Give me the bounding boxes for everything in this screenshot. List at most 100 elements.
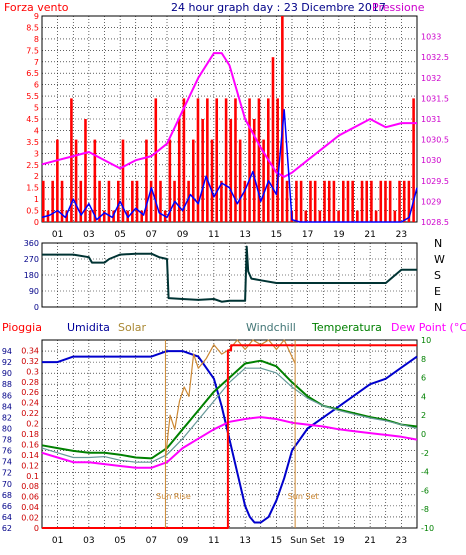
- pressure-line: [41, 52, 417, 178]
- panel-1-x-ticks: 01 03 05 07 09 11 13 15 17 19 21 23: [52, 230, 407, 240]
- pressure-y-tick: 1031.5: [421, 94, 449, 103]
- wind-bar: [379, 180, 383, 222]
- windchill-line: [41, 367, 418, 463]
- humidity-y-tick: 90: [2, 369, 12, 378]
- temperature-y-tick: -4: [421, 468, 429, 477]
- wind-bar: [177, 119, 181, 222]
- temperature-y-tick: -6: [421, 486, 429, 495]
- pressure-y-tick: 1032: [421, 74, 441, 83]
- x-tick-label: 13: [239, 536, 250, 546]
- temperature-y-tick: 6: [421, 374, 426, 383]
- wind-bar: [281, 16, 284, 222]
- pressure-y-tick: 1031: [421, 115, 441, 124]
- wind-bars: [42, 16, 415, 223]
- solar-line: [164, 339, 296, 459]
- wind-pressure-panel: 0 0.5 1 1.5 2 2.5 3 3.5 4 4.5 5 5.5 6 6.5 7 7.5 8 8.5 9 10…: [26, 12, 449, 240]
- rain-y-tick: 0.08: [21, 482, 39, 491]
- wind-bar: [74, 139, 78, 222]
- x-tick-label: 03: [83, 230, 94, 240]
- wind-bar: [154, 98, 158, 222]
- x-tick-label: 15: [271, 230, 282, 240]
- wind-bar: [168, 139, 172, 222]
- humidity-y-ticks: 62 64 66 68 70 72 74 76 78 80 82 84 86 88 90 92 94: [2, 347, 12, 533]
- panel-3-x-ticks: 01 03 05 07 09 11 13 15 Sun Set 19 21 23: [52, 536, 407, 546]
- wind-bar: [309, 180, 312, 222]
- gust-line: [41, 109, 418, 223]
- wind-bar: [332, 180, 336, 222]
- graph-title: 24 hour graph day : 23 Dicembre 2017: [171, 1, 386, 14]
- legend-pioggia: Pioggia: [2, 321, 42, 334]
- wind-bar: [295, 180, 298, 222]
- rain-line: [42, 344, 417, 529]
- wind-bar: [313, 180, 317, 222]
- compass-label: E: [434, 285, 441, 298]
- wind-bar: [210, 139, 214, 222]
- panel-2-grid: [42, 243, 417, 307]
- temperature-y-tick: 10: [421, 336, 431, 345]
- wind-bar: [262, 139, 265, 222]
- pressure-y-tick: 1029: [421, 197, 441, 206]
- wind-y-tick: 1: [34, 195, 39, 204]
- compass-label: W: [434, 253, 445, 266]
- wind-y-tick: 6.5: [26, 69, 39, 78]
- x-tick-label: 05: [114, 536, 125, 546]
- temperature-line: [41, 359, 418, 460]
- x-tick-label: 07: [146, 536, 157, 546]
- temperature-y-tick: -2: [421, 449, 429, 458]
- x-tick-label: 17: [302, 230, 313, 240]
- temperature-y-tick: -10: [421, 524, 434, 533]
- wind-bar: [79, 180, 83, 222]
- rain-y-tick: 0.12: [21, 461, 39, 470]
- wind-bar: [365, 180, 369, 222]
- sun-marker-label: Sun Set: [288, 492, 319, 501]
- humidity-y-tick: 78: [2, 436, 12, 445]
- wind-y-tick: 8.5: [26, 23, 39, 32]
- legend-windchill: Windchill: [246, 321, 296, 334]
- humidity-y-tick: 64: [2, 513, 12, 522]
- wind-y-tick: 4.5: [26, 115, 39, 124]
- compass-label: S: [434, 269, 441, 282]
- wind-bar: [248, 98, 251, 222]
- wind-bar: [229, 119, 233, 222]
- wind-bar: [370, 180, 373, 222]
- wind-bar: [93, 139, 97, 222]
- wind-bar: [182, 98, 186, 222]
- wind-bar: [346, 180, 350, 222]
- humidity-y-tick: 92: [2, 358, 12, 367]
- x-tick-label: 09: [177, 230, 189, 240]
- wind-bar: [402, 180, 406, 222]
- wind-bar: [140, 210, 144, 222]
- wind-y-tick: 1.5: [26, 184, 39, 193]
- x-tick-label: 05: [114, 230, 125, 240]
- wind-bar: [412, 98, 415, 222]
- wind-bar: [374, 210, 378, 222]
- humidity-y-tick: 66: [2, 502, 12, 511]
- wind-bar: [131, 180, 134, 222]
- x-tick-label: 23: [396, 536, 407, 546]
- wind-bar: [224, 98, 228, 222]
- x-tick-label: 09: [177, 536, 189, 546]
- wind-bar: [196, 98, 200, 222]
- pressure-y-ticks: 1028.5 1029 1029.5 1030 1030.5 1031 1031.5 1032…: [421, 33, 449, 227]
- pressure-y-tick: 1030: [421, 156, 441, 165]
- wind-bar: [360, 180, 364, 222]
- rain-y-tick: 0: [34, 524, 39, 533]
- pressure-y-tick: 1033: [421, 33, 441, 42]
- rain-y-tick: 0.14: [21, 451, 39, 460]
- rain-y-tick: 0.2: [26, 420, 39, 429]
- wind-bar: [323, 180, 326, 222]
- temperature-y-tick: 4: [421, 392, 426, 401]
- humidity-y-tick: 94: [2, 347, 12, 356]
- wind-bar: [384, 180, 387, 222]
- wind-bar: [121, 139, 125, 222]
- wind-y-tick: 4: [34, 126, 39, 135]
- wind-bar: [65, 210, 69, 222]
- pressure-y-tick: 1029.5: [421, 177, 449, 186]
- wind-y-tick: 0: [34, 218, 39, 227]
- direction-y-tick: 270: [24, 255, 39, 264]
- wind-y-tick: 7.5: [26, 46, 39, 55]
- wind-y-tick: 6: [34, 81, 39, 90]
